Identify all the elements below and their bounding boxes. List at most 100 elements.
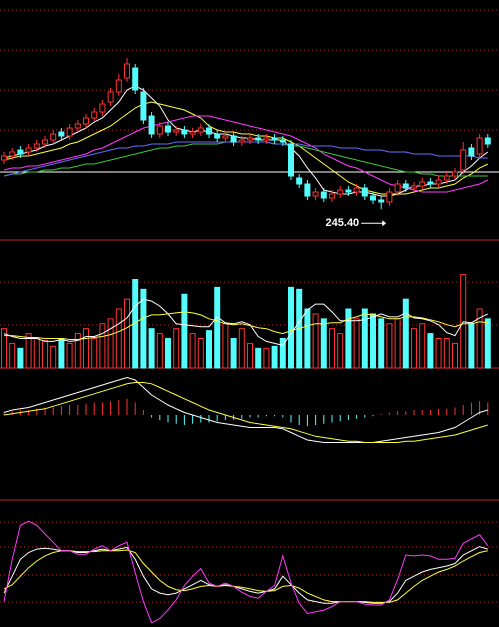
candle-body (263, 137, 270, 141)
candle-body (452, 171, 458, 177)
candle-body (197, 127, 204, 133)
indicator-line (3, 141, 488, 177)
candle-body (173, 129, 180, 133)
volume-bar (443, 338, 450, 369)
volume-bar (17, 347, 24, 369)
candle-body (345, 189, 352, 193)
volume-bar (140, 288, 147, 369)
candle-body (181, 129, 188, 135)
candle-body (484, 137, 491, 145)
volume-bar (337, 333, 344, 369)
volume-bar (419, 323, 426, 369)
volume-bar (361, 308, 368, 369)
volume-bar (411, 328, 417, 369)
candle-body (329, 193, 335, 199)
volume-bar (107, 318, 114, 369)
candle-body (337, 189, 344, 195)
indicator-line (3, 85, 489, 197)
volume-bar (124, 298, 130, 369)
candle-body (189, 131, 196, 135)
volume-bar (345, 308, 352, 369)
candle-body (58, 131, 65, 137)
volume-bar (255, 347, 262, 369)
volume-bar (329, 328, 335, 369)
volume-bar (173, 328, 180, 369)
candle-body (312, 191, 319, 197)
candle-body (206, 127, 212, 135)
volume-bar (468, 323, 475, 369)
volume-bar (148, 328, 155, 369)
candle-body (99, 103, 106, 113)
indicator-line (3, 520, 489, 624)
volume-bar (9, 342, 16, 369)
candle-body (222, 135, 229, 139)
volume-bar (386, 323, 393, 369)
candle-body (468, 147, 475, 157)
candle-body (148, 115, 155, 135)
candle-body (279, 139, 286, 143)
candle-body (386, 191, 393, 203)
volume-bar (288, 286, 294, 369)
candle-body (288, 143, 294, 177)
volume-bar (181, 293, 188, 369)
volume-bar (271, 345, 278, 369)
candle-body (353, 187, 360, 193)
volume-bar (435, 338, 442, 369)
low-price-label: 245.40 (326, 217, 360, 229)
candle-body (402, 183, 409, 189)
volume-bar (50, 345, 57, 369)
volume-bar (230, 338, 237, 369)
volume-bar (452, 342, 458, 369)
volume-bar (370, 313, 376, 369)
volume-bar (58, 338, 65, 369)
volume-bar (42, 339, 48, 369)
indicator-line (3, 382, 488, 443)
candle-body (320, 191, 327, 199)
volume-bar (1, 328, 7, 369)
volume-bar (74, 333, 81, 369)
volume-bar (222, 323, 229, 369)
volume-bar (214, 286, 221, 369)
indicator-line (3, 141, 488, 177)
candle-body (378, 199, 385, 203)
volume-bar (99, 323, 106, 369)
candle-body (140, 91, 147, 121)
candle-body (238, 139, 245, 143)
volume-bar (238, 328, 245, 369)
volume-bar (484, 318, 491, 369)
volume-bar (247, 342, 253, 369)
candle-body (165, 125, 171, 133)
candle-body (17, 149, 24, 155)
candle-body (66, 127, 73, 137)
volume-bar (353, 318, 360, 369)
candle-body (296, 177, 303, 185)
volume-bar (460, 274, 467, 369)
candle-body (361, 187, 368, 197)
volume-bar (83, 328, 89, 369)
candle-body (91, 111, 98, 119)
candle-body (214, 133, 221, 139)
volume-bar (66, 342, 73, 369)
indicator-line (3, 546, 488, 604)
volume-bar (394, 318, 401, 369)
volume-bar (402, 298, 409, 369)
candle-body (230, 135, 237, 143)
candle-body (156, 125, 163, 135)
candle-body (460, 149, 467, 171)
candle-body (443, 175, 450, 181)
volume-bar (263, 347, 270, 369)
candle-body (9, 151, 16, 157)
candle-body (124, 63, 130, 79)
volume-bar (156, 333, 163, 369)
volume-bar (378, 318, 385, 369)
candle-body (83, 117, 89, 125)
volume-bar (91, 338, 98, 369)
indicator-line (3, 101, 489, 195)
candle-body (419, 181, 426, 187)
candle-body (25, 147, 32, 153)
volume-bar (304, 308, 311, 369)
candle-body (427, 181, 434, 185)
candle-body (255, 137, 262, 141)
candle-body (247, 137, 253, 141)
